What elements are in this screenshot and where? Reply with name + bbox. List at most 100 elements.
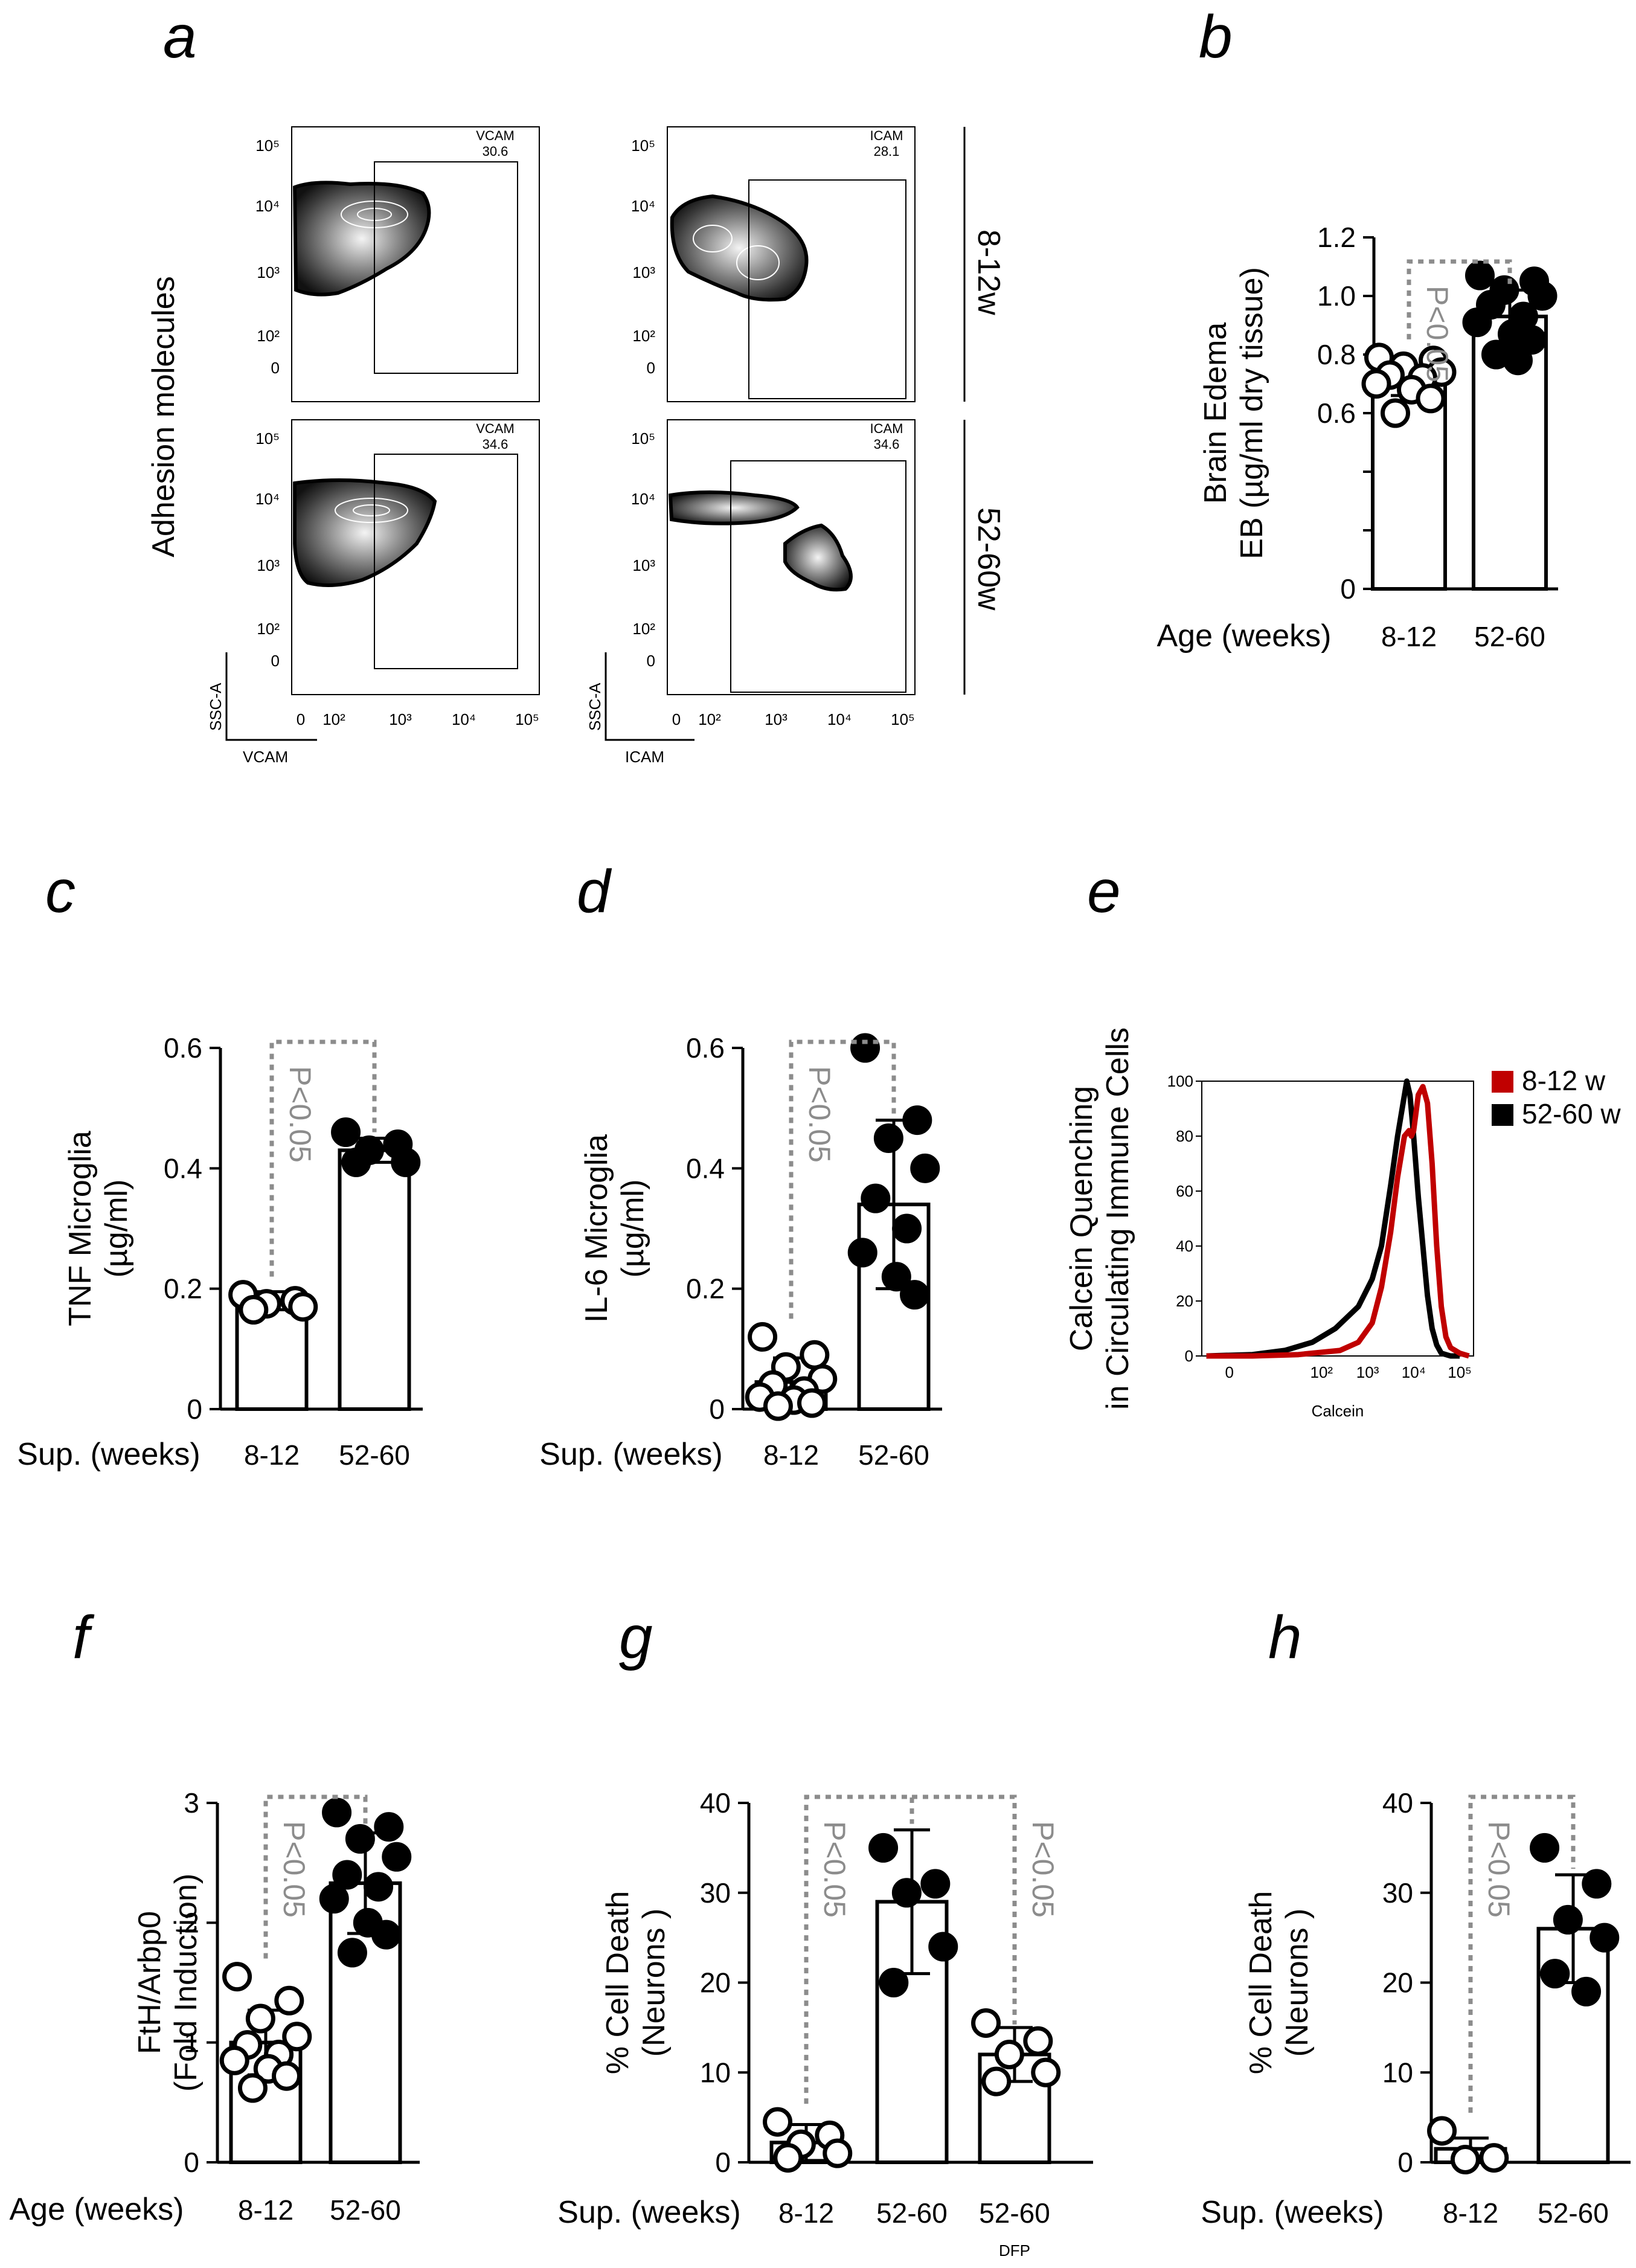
panel-label-h: h [1268,1604,1302,1671]
x-tick-sublabel-g: DFP [999,2241,1030,2260]
axis-stub-icam-xlabel: ICAM [625,748,664,766]
x-tick-label-f: 8-12 [238,2194,294,2226]
data-point-f-1 [319,1884,349,1914]
data-point-h-1 [1530,1833,1560,1863]
data-point-c-1 [341,1147,371,1177]
flow-ytick-label: 10⁴ [255,197,280,215]
flow-xtick-label: 10³ [389,710,412,728]
x-tick-label-c: 52-60 [339,1439,410,1471]
y-tick-label-b: 1.2 [1317,222,1356,253]
flow-ytick-label: 10⁴ [631,490,655,508]
flow-density-icam-young [670,194,809,302]
y-tick-label-d: 0 [709,1393,725,1425]
gate-icam-old [730,460,906,693]
y-label-f: (Fold Induction) [168,1874,204,2092]
x-tick-label-g: 52-60 [979,2197,1050,2229]
y-tick-label-b: 0 [1340,573,1356,605]
flow-ytick-label: 10³ [257,556,280,574]
y-tick-label-h: 40 [1382,1787,1413,1819]
data-point-h-1 [1589,1923,1620,1953]
x-tick-label-e: 0 [1225,1363,1234,1381]
data-point-b-1 [1503,345,1533,376]
p-value-b: P<0.05 [1420,286,1454,382]
legend-label-old: 52-60 w [1522,1098,1621,1129]
bar-c-1 [338,1148,411,1412]
data-point-c-0 [239,1295,269,1325]
data-point-g-1 [868,1833,899,1863]
panel-label-a: a [163,3,197,71]
x-title-d: Sup. (weeks) [539,1437,722,1472]
data-point-d-1 [850,1033,881,1063]
data-point-h-0 [1427,2116,1457,2146]
chart-b: 0 0.6 0.8 1.0 1.2 Brain Edema EB (µg/ml dry ti… [1157,222,1558,654]
p-value-h: P<0.05 [1482,1821,1516,1918]
x-tick-label-e: 10² [1310,1363,1333,1381]
data-point-g-1 [891,1878,922,1908]
data-point-g-2 [1023,2026,1053,2056]
x-label-e: Calcein [1312,1402,1364,1420]
y-tick-label-g: 30 [700,1877,731,1909]
panel-label-g: g [619,1604,653,1671]
flow-x-ticks: 0 10² 10³ 10⁴ 10⁵ 0 10² 10³ 10⁴ 10⁵ [297,710,915,728]
x-tick-label-d: 8-12 [763,1439,819,1471]
gate-value-icam-old: 34.6 [874,437,900,452]
data-point-d-1 [902,1105,932,1136]
data-point-c-1 [331,1117,361,1148]
y-label-e: in Circulating Immune Cells [1100,1027,1135,1410]
y-label-h: % Cell Death [1243,1891,1278,2074]
y-label-d: (µg/ml) [615,1180,650,1278]
data-point-d-1 [861,1183,891,1213]
x-tick-label-e: 10³ [1356,1363,1379,1381]
axis-stub-vcam-ylabel: SSC-A [207,683,225,731]
chart-f: 0 1 2 3 FtH/Arbp0 (Fold Induction) Age (weeks)… [10,1787,420,2227]
axis-stub-vcam-xlabel: VCAM [243,748,288,766]
row-label-young: 8-12w [971,230,1006,315]
chart-d: 0 0.2 0.4 0.6 IL-6 Microglia (µg/ml) Sup. (wee… [539,1032,942,1472]
data-point-h-0 [1479,2143,1509,2173]
x-tick-label-b: 52-60 [1474,621,1545,652]
axis-stub-vcam [225,652,317,741]
data-point-d-1 [900,1280,929,1310]
data-point-d-1 [881,1262,911,1292]
data-point-g-1 [879,1968,909,1997]
data-point-d-0 [797,1388,827,1418]
significance-bracket-f [263,1794,368,1959]
y-tick-label-g: 40 [700,1787,731,1819]
data-point-d-0 [800,1340,830,1370]
data-point-b-0 [1381,398,1410,428]
p-value-c: P<0.05 [283,1066,317,1163]
data-point-d-1 [847,1238,877,1268]
flow-ytick-label: 10² [257,620,280,638]
panel-a-ylabel: Adhesion molecules [146,276,181,557]
flow-ytick-label: 10⁴ [255,490,280,508]
gate-icam-young [748,179,906,399]
y-tick-label-g: 0 [715,2147,731,2178]
y-tick-label-h: 0 [1397,2147,1413,2178]
significance-bracket-d [789,1039,896,1319]
gate-vcam-young [374,161,518,374]
x-title-h: Sup. (weeks) [1201,2195,1384,2230]
x-tick-label-e: 10⁵ [1448,1363,1472,1381]
panel-label-b: b [1199,3,1233,71]
panel-label-d: d [577,858,612,925]
y-tick-label-e: 80 [1176,1127,1193,1145]
p-value-d: P<0.05 [803,1066,836,1163]
y-label-c: (µg/ml) [99,1180,134,1278]
significance-bracket-g [804,1794,914,2104]
significance-bracket-b [1407,259,1512,339]
x-title-f: Age (weeks) [10,2192,184,2227]
y-tick-label-e: 40 [1176,1237,1193,1255]
data-point-d-0 [763,1391,793,1421]
y-tick-label-c: 0.4 [164,1152,202,1184]
y-tick-label-d: 0.6 [686,1032,725,1064]
y-tick-label-h: 10 [1382,2057,1413,2088]
x-tick-label-g: 8-12 [778,2197,834,2229]
flow-y-ticks: 10⁵ 10⁴ 10³ 10² 0 10⁵ 10⁴ 10³ 10² 0 10⁵ 10⁴ 10³ 10² 0 1… [255,137,655,670]
flow-xtick-label: 10⁵ [891,710,915,728]
y-tick-label-e: 0 [1185,1347,1193,1365]
legend-label-young: 8-12 w [1522,1065,1606,1096]
flow-ytick-label: 0 [647,652,655,670]
y-label-f: FtH/Arbp0 [132,1911,167,2054]
flow-ytick-label: 0 [271,652,280,670]
p-value-g: P<0.05 [818,1821,852,1918]
